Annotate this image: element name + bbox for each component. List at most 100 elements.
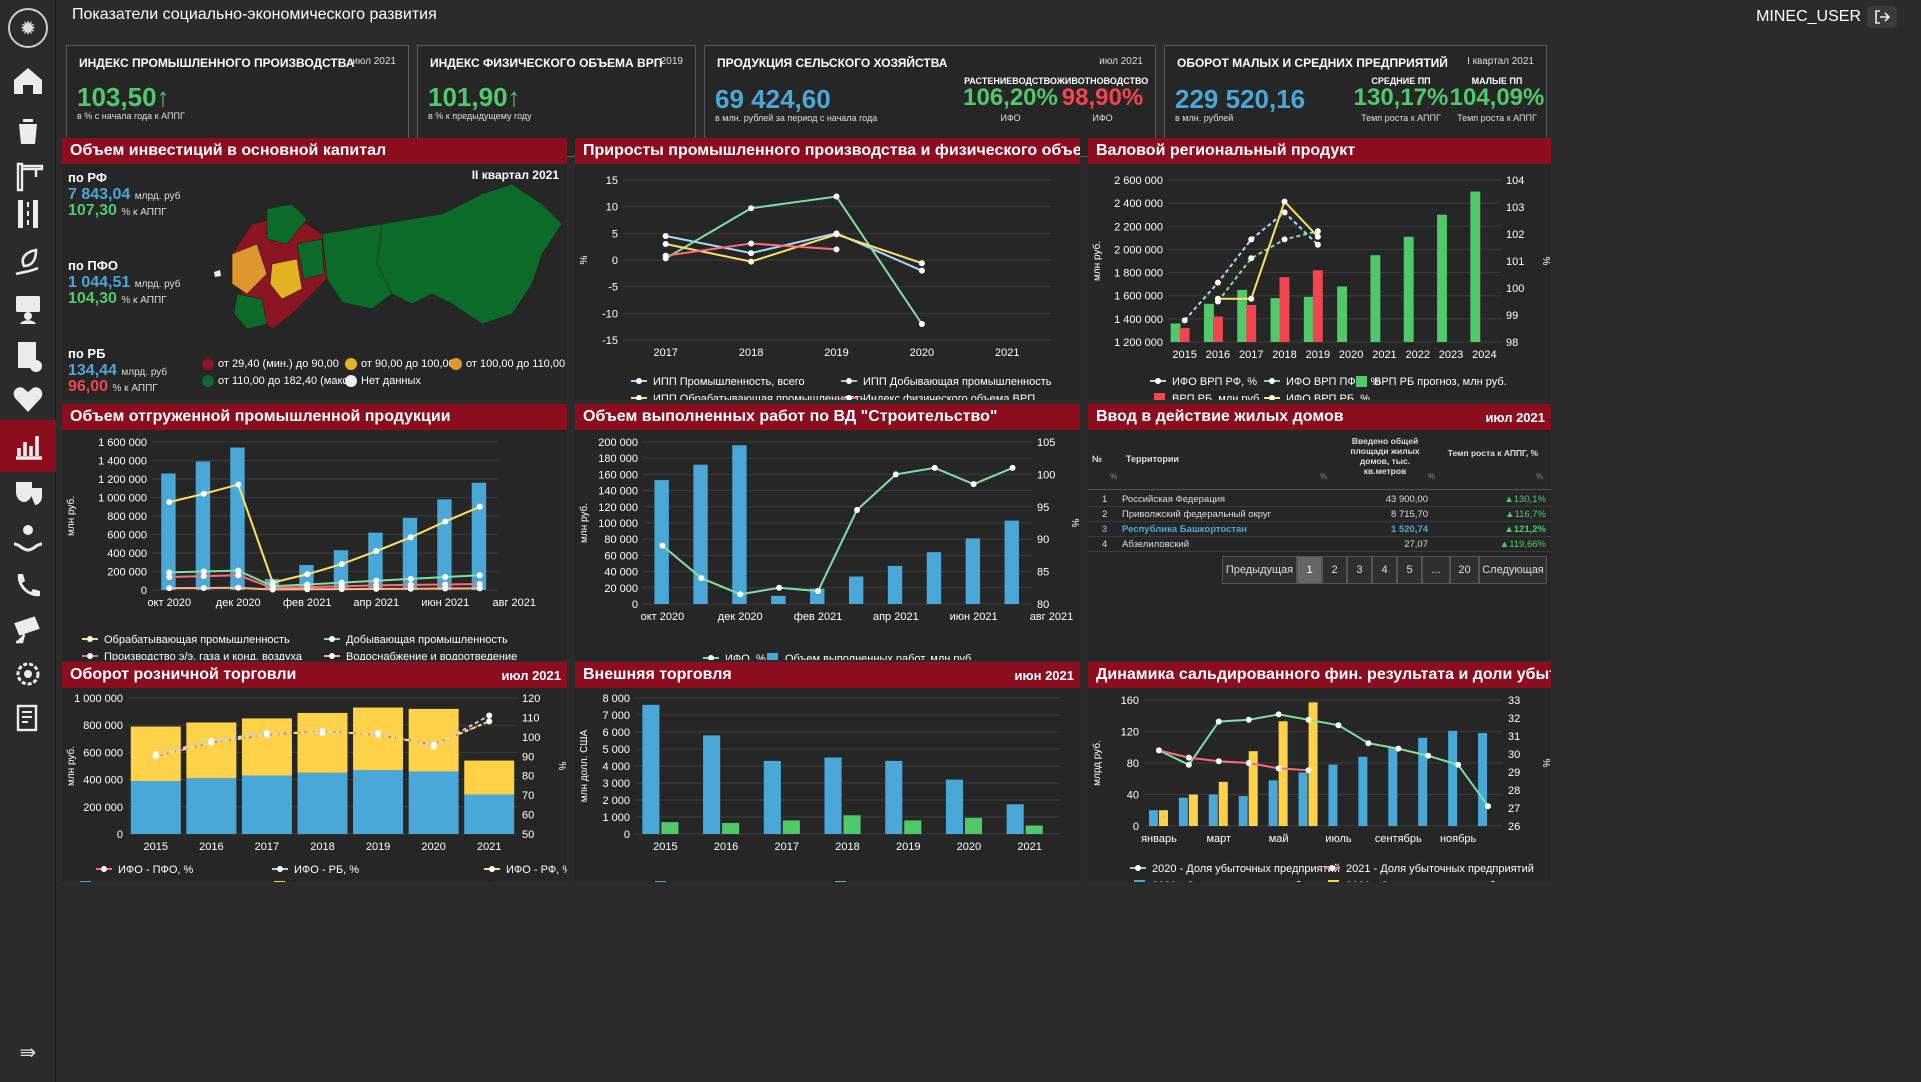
bar[interactable]	[1478, 733, 1488, 826]
bar[interactable]	[1403, 236, 1414, 342]
data-point[interactable]	[338, 561, 345, 568]
bar[interactable]	[693, 464, 708, 604]
sidebar-item-road[interactable]	[0, 188, 56, 240]
data-point[interactable]	[373, 585, 380, 592]
bar[interactable]	[1358, 756, 1368, 826]
map-region-far-east[interactable]	[376, 184, 562, 325]
map-region-north-west[interactable]	[266, 203, 308, 245]
data-point[interactable]	[659, 542, 666, 549]
data-point[interactable]	[1314, 228, 1321, 235]
bar[interactable]	[887, 565, 903, 604]
series-line[interactable]	[665, 233, 923, 265]
data-point[interactable]	[737, 591, 744, 598]
legend-swatch[interactable]	[87, 653, 93, 659]
data-point[interactable]	[748, 240, 755, 247]
data-point[interactable]	[208, 739, 215, 746]
map-region-siberia[interactable]	[321, 223, 393, 310]
data-point[interactable]	[1275, 765, 1282, 772]
legend-label[interactable]: ВРП РБ, млн руб.	[1172, 393, 1262, 405]
legend-swatch[interactable]	[1269, 378, 1275, 384]
bar[interactable]	[241, 718, 292, 776]
data-point[interactable]	[853, 507, 860, 514]
data-point[interactable]	[1215, 758, 1222, 765]
bar[interactable]	[722, 822, 740, 834]
table-row[interactable]: 1 Российская Федерация 43 900,00 ▲130,1%	[1088, 492, 1551, 507]
bar[interactable]	[703, 735, 721, 834]
bar[interactable]	[408, 771, 459, 834]
chart-construction[interactable]: 0 20 000 40 000 60 000 80 000 100 000 120 000 1…	[575, 430, 1080, 665]
bar[interactable]	[824, 757, 842, 835]
bar[interactable]	[904, 820, 922, 834]
data-point[interactable]	[833, 231, 840, 238]
bar[interactable]	[782, 820, 800, 834]
chart-foreign-trade[interactable]: 0 1 000 2 000 3 000 4 000 5 000 6 000 7 000 8 00…	[575, 688, 1080, 893]
data-point[interactable]	[833, 246, 840, 253]
data-point[interactable]	[662, 252, 669, 259]
bar[interactable]	[1337, 286, 1348, 342]
col-header-area[interactable]: Введено общей площади жилых домов, тыс. …	[1350, 436, 1420, 476]
sidebar-item-statistics-chart[interactable]	[0, 420, 56, 472]
legend-swatch[interactable]	[1329, 865, 1335, 871]
series-line[interactable]	[169, 586, 480, 591]
data-point[interactable]	[970, 481, 977, 488]
bar[interactable]	[964, 817, 983, 834]
legend-swatch[interactable]	[1134, 880, 1145, 891]
legend-swatch[interactable]	[489, 866, 495, 872]
data-point[interactable]	[442, 518, 449, 525]
bar[interactable]	[1370, 255, 1381, 342]
data-point[interactable]	[1305, 716, 1312, 723]
russia-map[interactable]	[212, 184, 562, 334]
data-point[interactable]	[1425, 752, 1432, 759]
legend-label[interactable]: ИФО ВРП РФ, %	[1172, 376, 1257, 388]
bar[interactable]	[1179, 328, 1190, 342]
data-point[interactable]	[407, 575, 414, 582]
series-line[interactable]	[665, 232, 923, 272]
bar[interactable]	[1148, 810, 1158, 826]
bar[interactable]	[965, 538, 981, 604]
legend-swatch[interactable]	[1155, 378, 1161, 384]
bar[interactable]	[186, 778, 237, 834]
data-point[interactable]	[375, 731, 382, 738]
bar[interactable]	[1170, 323, 1181, 342]
data-point[interactable]	[918, 321, 925, 327]
legend-swatch[interactable]	[274, 881, 285, 892]
data-point[interactable]	[1245, 760, 1252, 766]
legend-label[interactable]: ИПП Обрабатывающая промышленность	[653, 393, 866, 405]
data-point[interactable]	[200, 568, 207, 575]
bar[interactable]	[661, 822, 679, 834]
legend-label[interactable]: Производство э/э, газа и конд. воздуха	[104, 651, 303, 663]
series-line[interactable]	[1217, 230, 1319, 303]
data-point[interactable]	[263, 731, 270, 738]
data-point[interactable]	[918, 260, 925, 267]
data-point[interactable]	[304, 586, 311, 593]
logout-button[interactable]	[1867, 6, 1897, 28]
bar[interactable]	[1246, 304, 1257, 342]
bar[interactable]	[848, 576, 864, 604]
bar[interactable]	[1188, 794, 1198, 827]
legend-swatch[interactable]	[1154, 393, 1165, 404]
data-point[interactable]	[476, 572, 483, 579]
table-row[interactable]: 3 Республика Башкортостан 1 520,74 ▲121,2%	[1088, 522, 1551, 537]
data-point[interactable]	[918, 267, 925, 274]
pager-page-button[interactable]: 20	[1450, 556, 1479, 584]
data-point[interactable]	[304, 571, 311, 578]
bar[interactable]	[885, 760, 903, 834]
chart-shipped[interactable]: 0 200 000 400 000 600 000 800 000 1 000 000 1 …	[62, 430, 567, 680]
data-point[interactable]	[200, 490, 207, 497]
sidebar-item-security-camera[interactable]	[0, 604, 56, 656]
data-point[interactable]	[1248, 255, 1255, 262]
series-line[interactable]	[1217, 199, 1319, 300]
legend-swatch[interactable]	[1356, 376, 1367, 387]
data-point[interactable]	[1245, 716, 1252, 723]
bar[interactable]	[1303, 296, 1314, 342]
data-point[interactable]	[1248, 295, 1255, 302]
data-point[interactable]	[486, 712, 493, 719]
bar[interactable]	[1178, 797, 1188, 826]
legend-label[interactable]: 2021 - Доля убыточных предприятий	[1346, 863, 1534, 875]
legend-swatch[interactable]	[846, 395, 852, 401]
sidebar-item-documents-check[interactable]	[0, 330, 56, 382]
bar[interactable]	[333, 550, 349, 590]
data-point[interactable]	[430, 741, 437, 748]
legend-label[interactable]: Индекс физического объема ВРП	[863, 393, 1035, 405]
pager-page-button[interactable]: 1	[1297, 556, 1322, 584]
